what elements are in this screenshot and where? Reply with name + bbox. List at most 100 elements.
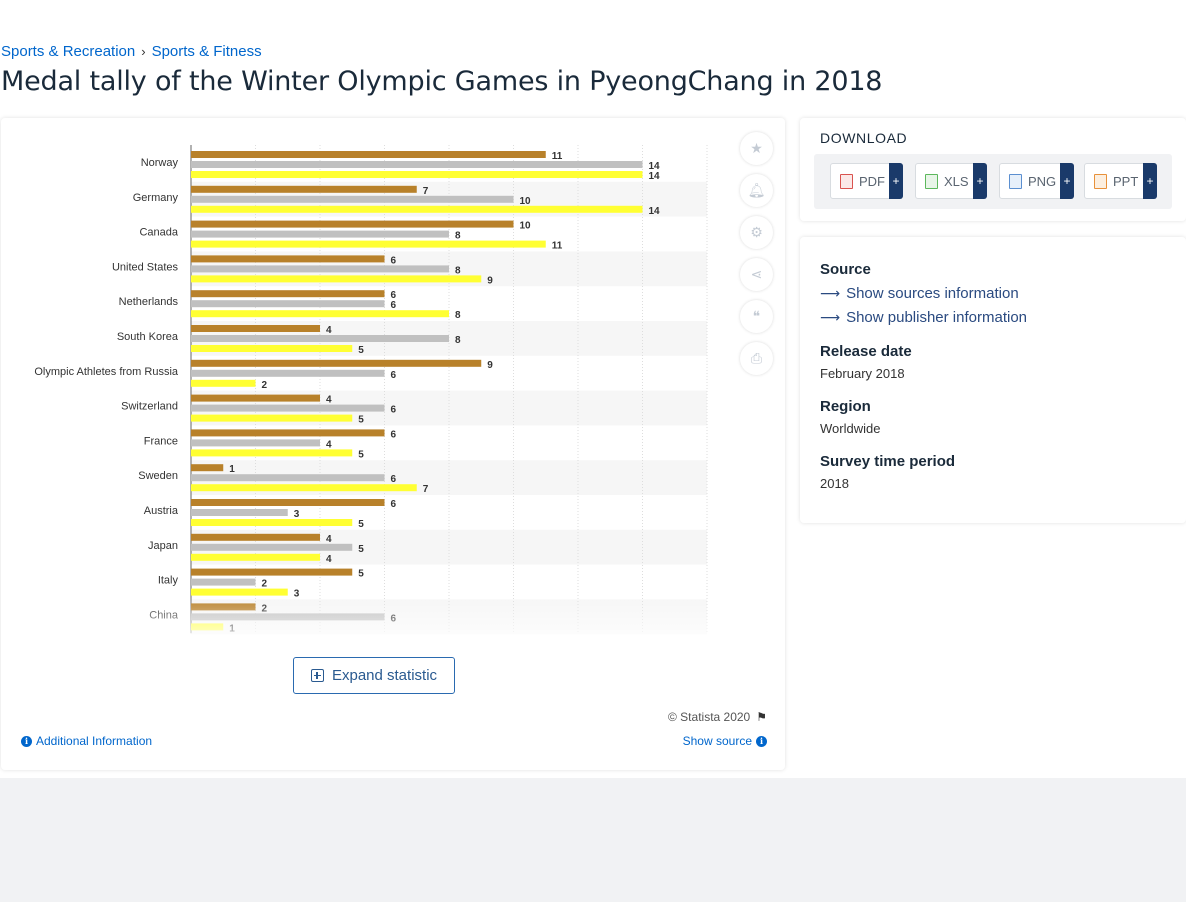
bar-0 [191,394,320,402]
bar-1 [191,543,353,551]
star-icon[interactable]: ★ [740,132,773,165]
category-label: Netherlands [119,296,179,308]
plus-square-icon [310,669,324,682]
bar-1 [191,369,385,377]
quote-icon[interactable]: ❝ [740,300,773,333]
category-label: Germany [133,192,179,204]
data-label: 6 [391,255,397,266]
gear-icon[interactable]: ⚙ [740,216,773,249]
data-label: 4 [326,325,332,336]
region-label: Region [820,398,871,415]
share-icon[interactable]: ⋖ [740,258,773,291]
data-label: 4 [326,395,332,406]
category-label: Japan [148,540,178,552]
flag-icon[interactable]: ⚑ [756,710,767,724]
data-label: 3 [294,589,300,600]
bar-2 [191,310,449,318]
data-label: 5 [358,449,364,460]
show-sources-link[interactable]: ⟶ Show sources information [820,285,1019,302]
bar-1 [191,335,449,342]
pdf-file-icon [840,173,853,189]
data-label: 7 [423,484,429,495]
breadcrumb-sports-fitness[interactable]: Sports & Fitness [151,43,262,60]
bar-2 [191,553,320,561]
data-label: 6 [391,474,397,485]
data-label: 6 [391,499,397,510]
data-label: 6 [391,290,397,301]
bar-1 [191,474,385,482]
download-pdf-button[interactable]: PDF + [830,163,903,199]
bar-1 [191,195,514,203]
show-sources-label: Show sources information [846,285,1019,302]
bar-1 [191,161,643,168]
bar-0 [191,533,320,541]
download-pdf-plus[interactable]: + [889,163,903,199]
data-label: 11 [552,151,563,162]
bar-0 [191,464,224,472]
category-label: Austria [144,505,179,517]
additional-information-link[interactable]: i Additional Information [21,734,152,748]
chart-card: Norway 11 14 14 Germany 7 10 14 Canada 10 8 11 Unite… [1,118,785,770]
chart-grid [190,145,708,635]
bar-2 [191,449,353,457]
data-label: 14 [649,171,661,182]
download-ppt-button[interactable]: PPT + [1084,163,1157,199]
data-label: 5 [358,345,364,356]
release-date-label: Release date [820,343,912,360]
data-label: 14 [649,206,661,217]
data-label: 6 [391,370,397,381]
data-label: 6 [391,405,397,416]
breadcrumb-sports-recreation[interactable]: Sports & Recreation [1,43,136,60]
data-label: 8 [455,310,461,321]
bar-0 [191,359,482,367]
info-icon: i [21,735,32,747]
category-label: Olympic Athletes from Russia [34,366,179,378]
bar-1 [191,230,449,238]
copyright: © Statista 2020 ⚑ [668,710,767,724]
download-png-plus[interactable]: + [1060,163,1074,199]
download-ppt-label: PPT [1113,173,1139,189]
arrow-right-icon: ⟶ [820,309,841,325]
bar-2 [191,205,643,213]
expand-statistic-button[interactable]: Expand statistic [293,657,455,694]
bar-chart: Norway111414Germany71014Canada10811Unite… [1,145,721,638]
breadcrumb: Sports & Recreation › Sports & Fitness [1,43,262,60]
info-card: Source ⟶ Show sources information ⟶ Show… [800,237,1186,523]
bar-1 [191,265,449,273]
print-icon[interactable]: ⎙ [740,342,773,375]
bar-0 [191,429,385,437]
download-xls-button[interactable]: XLS + [915,163,987,199]
show-source-link[interactable]: Show source i [683,734,767,748]
breadcrumb-separator: › [141,44,146,59]
chart-fade-overlay [1,596,721,638]
category-label: United States [112,261,179,273]
bar-1 [191,300,385,308]
category-label: France [144,435,178,447]
download-xls-label: XLS [944,173,969,189]
bar-0 [191,220,514,228]
data-label: 2 [262,380,268,391]
bar-1 [191,509,288,516]
bar-0 [191,185,417,193]
expand-statistic-label: Expand statistic [331,667,438,684]
download-title: DOWNLOAD [820,130,908,146]
png-file-icon [1009,173,1022,189]
page-title: Medal tally of the Winter Olympic Games … [1,66,883,97]
source-label: Source [820,261,871,278]
category-label: Italy [158,575,179,587]
bar-2 [191,171,643,178]
bell-icon[interactable]: 🔔︎ [740,174,773,207]
data-label: 8 [455,335,461,346]
download-png-button[interactable]: PNG + [999,163,1074,199]
copyright-text: © Statista 2020 [668,710,751,724]
bar-0 [191,568,353,576]
download-ppt-plus[interactable]: + [1143,163,1157,199]
data-label: 6 [391,300,397,311]
show-publisher-link[interactable]: ⟶ Show publisher information [820,309,1027,326]
download-xls-plus[interactable]: + [973,163,987,199]
release-date-value: February 2018 [820,366,905,381]
data-label: 11 [552,241,563,252]
download-bar: PDF + XLS + PNG + PPT + [814,154,1172,209]
ppt-file-icon [1094,173,1107,189]
bar-1 [191,578,256,586]
